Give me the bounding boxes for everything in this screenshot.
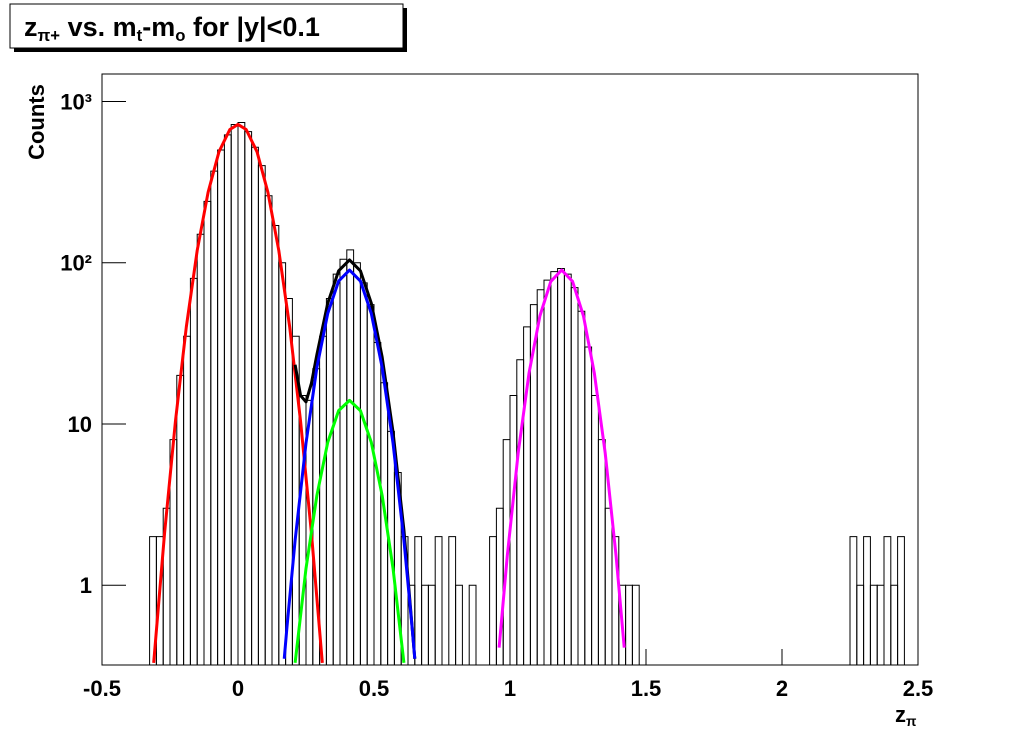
y-tick-label: 10² [60,251,92,276]
plot: -0.5 0 0.5 1 1.5 2 2.5 1 10 10² 10³ [60,89,933,701]
fit-curve [293,258,417,659]
text-part: for |y|<0.1 [185,12,319,42]
y-tick-label: 10³ [60,89,92,114]
x-tick-label: 1 [504,676,516,701]
histogram-bin [897,536,905,665]
y-axis-label: Counts [24,84,49,160]
y-tick-label: 1 [80,573,92,598]
title-box [9,3,404,49]
subscript: π [906,714,917,729]
histogram-bin [455,584,463,665]
x-tick-label: 0 [232,676,244,701]
fit-curve [282,268,417,659]
x-tick-label: 1.5 [631,676,662,701]
chart-title: zπ+ vs. mt-mo for |y|<0.1 [24,12,320,45]
fit-curve [293,398,406,664]
fit-curve [497,268,626,648]
x-tick-label: -0.5 [83,676,121,701]
subscript: t [137,26,143,45]
histogram-bin [434,536,443,665]
text-part: z [895,702,906,727]
histogram-bin [468,584,477,665]
y-tick-label: 10 [68,412,92,437]
x-tick-label: 2.5 [903,676,934,701]
text-part: -m [142,12,175,42]
histogram-bin [631,584,640,665]
fit-curve [152,122,324,663]
x-axis-label: zπ [895,702,917,729]
subscript: π+ [38,26,61,45]
x-tick-label: 2 [776,676,788,701]
text-part: vs. m [60,12,137,42]
x-tick-label: 0.5 [359,676,390,701]
subscript: o [175,26,185,45]
text-part: z [24,12,38,42]
